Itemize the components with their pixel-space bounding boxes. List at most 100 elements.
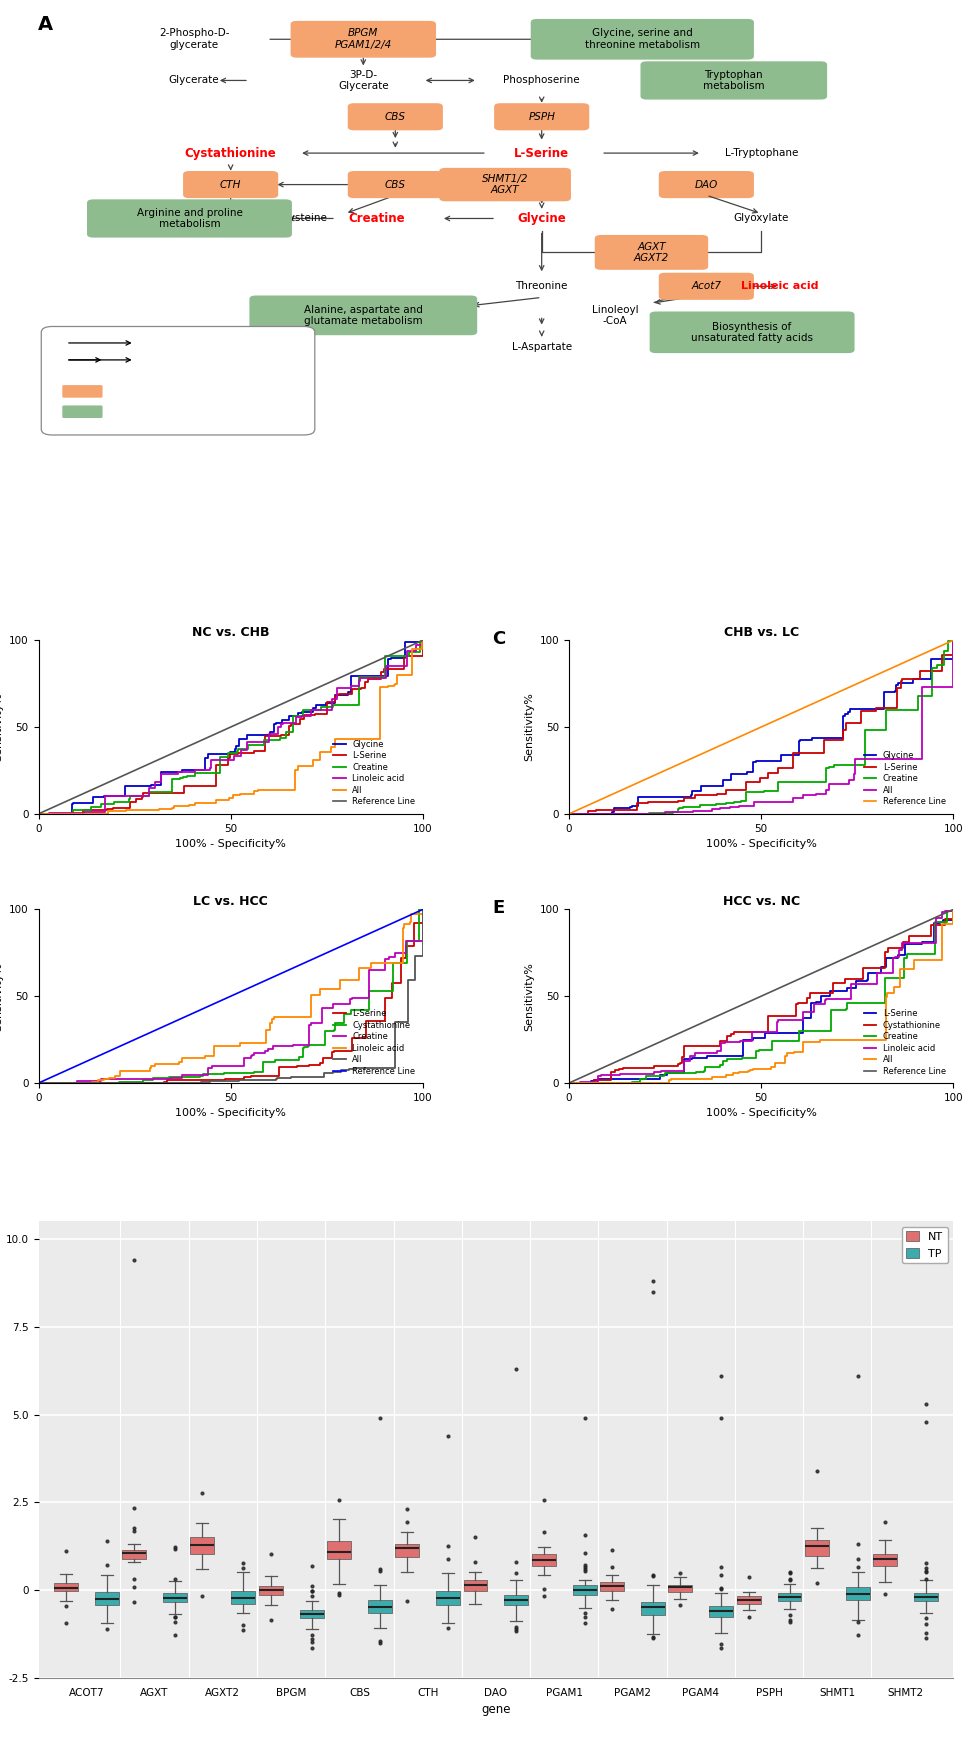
Y-axis label: Sensitivity%: Sensitivity% — [0, 692, 4, 762]
Text: Differential metabolite: Differential metabolite — [107, 372, 215, 381]
Creatine — [123, 788, 135, 809]
Creatine — [33, 804, 44, 825]
Cystathionine — [33, 1073, 44, 1094]
Legend: L-Serine, Cystathionine, Creatine, Linoleic acid, All, Reference Line: L-Serine, Cystathionine, Creatine, Linol… — [860, 1005, 950, 1079]
Legend: Glycine, L-Serine, Creatine, Linoleic acid, All, Reference Line: Glycine, L-Serine, Creatine, Linoleic ac… — [329, 736, 419, 809]
Creatine — [710, 794, 721, 815]
Text: Glycine: Glycine — [517, 212, 566, 225]
Line: Creatine: Creatine — [569, 909, 953, 1084]
Line: L-Serine: L-Serine — [569, 640, 953, 815]
PathPatch shape — [710, 1606, 733, 1617]
L-Serine — [360, 1010, 372, 1031]
Linoleic acid — [648, 1061, 660, 1082]
Creatine — [247, 1045, 258, 1066]
Creatine — [353, 666, 365, 687]
Text: Creatine: Creatine — [349, 212, 405, 225]
Text: Arginine and proline
metabolism: Arginine and proline metabolism — [137, 208, 243, 229]
Cystathionine — [363, 981, 375, 1002]
Glycine — [877, 682, 889, 703]
L-Serine — [359, 671, 371, 692]
All — [227, 785, 239, 806]
Line: Creatine: Creatine — [569, 640, 953, 815]
Cystathionine — [898, 932, 909, 953]
PathPatch shape — [600, 1582, 624, 1591]
Creatine — [222, 743, 234, 764]
Creatine — [390, 947, 402, 968]
Creatine — [563, 804, 575, 825]
L-Serine — [892, 676, 903, 697]
Line: Cystathionine: Cystathionine — [39, 909, 423, 1084]
PathPatch shape — [463, 1580, 487, 1591]
Text: Tryptophan
metabolism: Tryptophan metabolism — [703, 70, 765, 91]
FancyBboxPatch shape — [659, 171, 754, 198]
L-Serine — [948, 629, 959, 650]
Creatine — [363, 960, 375, 981]
All — [844, 769, 855, 790]
Linoleic acid — [33, 1073, 44, 1094]
Line: Creatine: Creatine — [39, 909, 423, 1084]
All — [158, 1073, 169, 1094]
FancyBboxPatch shape — [183, 171, 278, 198]
Text: CTH: CTH — [220, 180, 242, 189]
Creatine — [95, 1068, 107, 1089]
Text: E: E — [492, 898, 505, 918]
Text: 3P-D-
Glycerate: 3P-D- Glycerate — [338, 70, 389, 91]
Line: Linoleic acid: Linoleic acid — [569, 909, 953, 1084]
Linoleic acid — [398, 918, 409, 939]
Cystathionine — [903, 932, 915, 953]
Cystathionine — [676, 1045, 688, 1066]
All — [563, 1073, 575, 1094]
PathPatch shape — [532, 1554, 556, 1566]
Linoleic acid — [33, 804, 44, 825]
Linoleic acid — [98, 1070, 110, 1091]
Text: Glyoxylate: Glyoxylate — [734, 213, 789, 224]
Linoleic acid — [380, 668, 392, 689]
Creatine — [931, 657, 943, 678]
Creatine — [173, 767, 185, 788]
Creatine — [379, 947, 391, 968]
Linoleic acid — [352, 958, 364, 979]
Linoleic acid — [241, 731, 252, 752]
Text: L-Tryptophane: L-Tryptophane — [724, 149, 798, 157]
Cystathionine — [113, 1072, 124, 1092]
Glycine — [119, 776, 131, 797]
Glycine — [608, 797, 619, 818]
Text: Acot7: Acot7 — [691, 281, 721, 292]
Title: LC vs. HCC: LC vs. HCC — [194, 895, 268, 909]
Glycine — [889, 680, 900, 701]
PathPatch shape — [846, 1587, 870, 1601]
Creatine — [736, 1049, 747, 1070]
L-Serine — [131, 788, 143, 809]
PathPatch shape — [573, 1585, 597, 1594]
L-Serine — [893, 944, 904, 965]
L-Serine — [396, 972, 407, 993]
PathPatch shape — [299, 1610, 324, 1619]
All — [416, 629, 428, 650]
FancyBboxPatch shape — [595, 234, 708, 269]
L-Serine — [686, 1047, 697, 1068]
All — [417, 898, 429, 919]
X-axis label: 100% - Specificity%: 100% - Specificity% — [175, 1108, 286, 1119]
Text: Alanine, aspartate and
glutamate metabolism: Alanine, aspartate and glutamate metabol… — [304, 304, 423, 327]
Glycine — [242, 725, 253, 746]
All — [153, 799, 165, 820]
All — [350, 1058, 361, 1079]
PathPatch shape — [641, 1601, 664, 1615]
Glycine — [747, 752, 759, 773]
X-axis label: 100% - Specificity%: 100% - Specificity% — [175, 839, 286, 850]
Cystathionine — [257, 1051, 269, 1072]
Line: All: All — [569, 909, 953, 1084]
Line: L-Serine: L-Serine — [39, 640, 423, 815]
PathPatch shape — [327, 1542, 351, 1559]
Creatine — [881, 699, 893, 720]
PathPatch shape — [191, 1536, 215, 1554]
Creatine — [634, 804, 645, 825]
Text: L-Aspartate: L-Aspartate — [511, 343, 572, 351]
All — [389, 1058, 401, 1079]
L-Serine — [33, 1073, 44, 1094]
Text: A: A — [38, 16, 53, 35]
Text: Multiple step: Multiple step — [143, 355, 205, 364]
Text: DAO: DAO — [694, 180, 718, 189]
PathPatch shape — [395, 1545, 419, 1557]
All — [849, 764, 861, 785]
